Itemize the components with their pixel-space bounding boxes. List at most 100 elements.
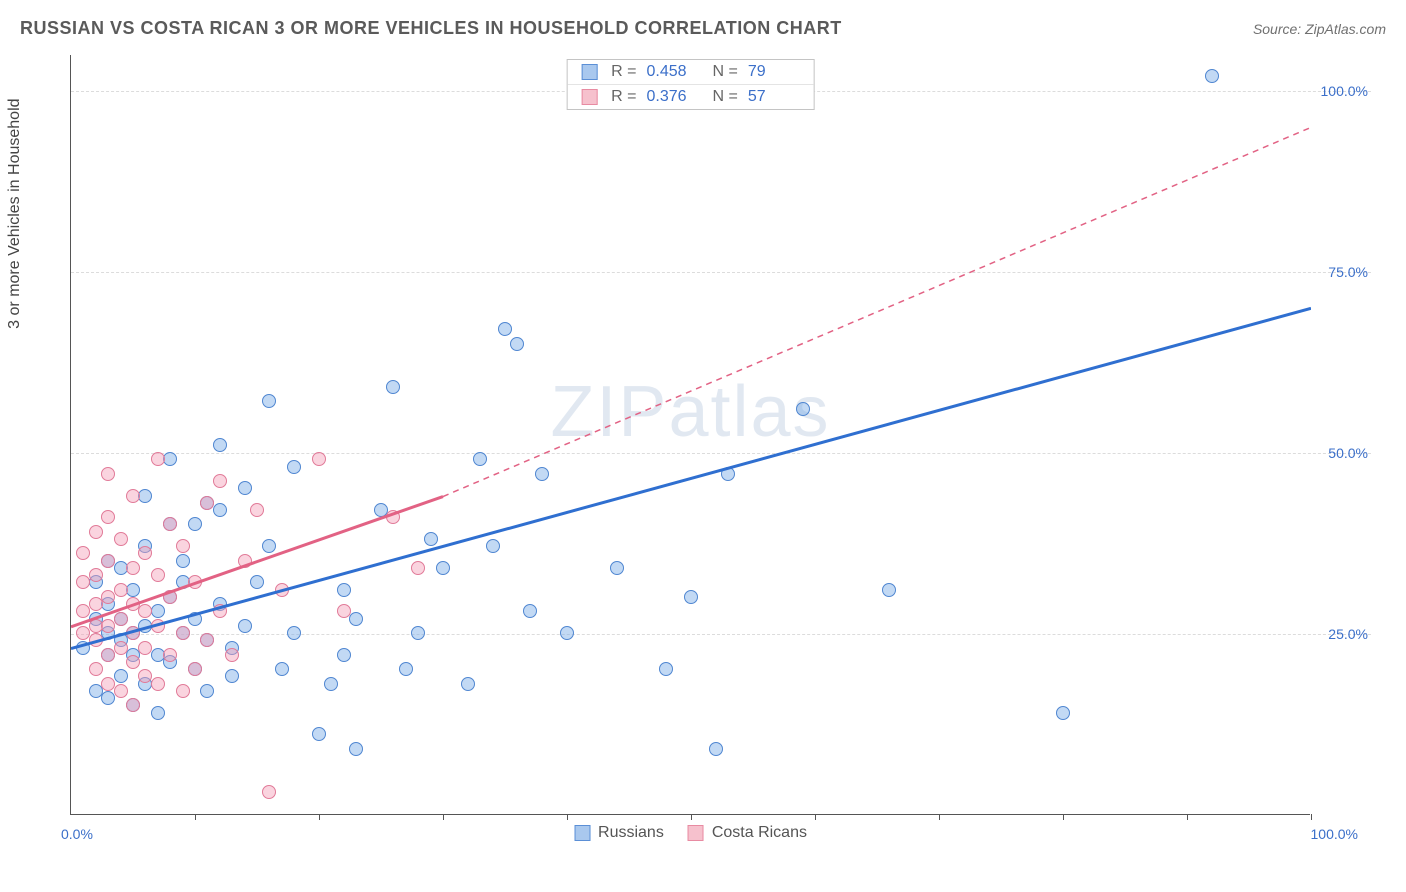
scatter-point	[436, 561, 450, 575]
scatter-point	[262, 539, 276, 553]
scatter-point	[213, 503, 227, 517]
x-tick	[939, 814, 940, 820]
gridline	[71, 634, 1371, 635]
scatter-point	[225, 648, 239, 662]
scatter-point	[151, 619, 165, 633]
scatter-point	[250, 503, 264, 517]
scatter-point	[126, 561, 140, 575]
scatter-point	[101, 467, 115, 481]
scatter-point	[163, 517, 177, 531]
n-value-costaricans: 57	[748, 88, 800, 106]
scatter-point	[126, 655, 140, 669]
scatter-point	[610, 561, 624, 575]
scatter-point	[287, 460, 301, 474]
scatter-point	[114, 532, 128, 546]
scatter-point	[386, 510, 400, 524]
scatter-point	[176, 554, 190, 568]
legend-swatch-blue-icon	[574, 825, 590, 841]
source-value: ZipAtlas.com	[1305, 21, 1386, 37]
scatter-point	[138, 546, 152, 560]
stats-row-costaricans: R = 0.376 N = 57	[567, 84, 814, 109]
scatter-point	[238, 619, 252, 633]
scatter-point	[138, 641, 152, 655]
scatter-point	[225, 669, 239, 683]
scatter-point	[163, 648, 177, 662]
scatter-point	[200, 496, 214, 510]
scatter-point	[176, 684, 190, 698]
y-tick-label: 75.0%	[1328, 264, 1368, 280]
scatter-point	[188, 517, 202, 531]
y-axis-title: 3 or more Vehicles in Household	[6, 98, 24, 328]
scatter-point	[89, 568, 103, 582]
x-tick	[443, 814, 444, 820]
n-label: N =	[713, 88, 738, 106]
gridline	[71, 453, 1371, 454]
scatter-point	[163, 452, 177, 466]
scatter-point	[424, 532, 438, 546]
y-tick-label: 100.0%	[1321, 83, 1368, 99]
scatter-point	[126, 698, 140, 712]
scatter-point	[510, 337, 524, 351]
scatter-point	[114, 583, 128, 597]
r-label: R =	[611, 63, 636, 81]
legend: Russians Costa Ricans	[574, 824, 807, 842]
scatter-point	[498, 322, 512, 336]
scatter-point	[262, 785, 276, 799]
scatter-point	[349, 742, 363, 756]
scatter-point	[560, 626, 574, 640]
scatter-point	[89, 662, 103, 676]
scatter-point	[337, 604, 351, 618]
scatter-point	[76, 546, 90, 560]
stats-row-russians: R = 0.458 N = 79	[567, 60, 814, 84]
r-value-russians: 0.458	[647, 63, 699, 81]
scatter-point	[200, 633, 214, 647]
scatter-point	[461, 677, 475, 691]
scatter-point	[535, 467, 549, 481]
r-label: R =	[611, 88, 636, 106]
scatter-point	[796, 402, 810, 416]
scatter-point	[709, 742, 723, 756]
source-attribution: Source: ZipAtlas.com	[1253, 21, 1386, 37]
scatter-point	[101, 510, 115, 524]
scatter-point	[213, 604, 227, 618]
scatter-plot: ZIPatlas R = 0.458 N = 79 R = 0.376 N = …	[70, 55, 1310, 815]
scatter-point	[337, 648, 351, 662]
swatch-pink-icon	[581, 89, 597, 105]
x-tick	[1063, 814, 1064, 820]
gridline	[71, 272, 1371, 273]
scatter-point	[324, 677, 338, 691]
n-label: N =	[713, 63, 738, 81]
scatter-point	[126, 626, 140, 640]
scatter-point	[238, 554, 252, 568]
scatter-point	[151, 452, 165, 466]
scatter-point	[1056, 706, 1070, 720]
legend-item-russians: Russians	[574, 824, 664, 842]
scatter-point	[275, 583, 289, 597]
scatter-point	[882, 583, 896, 597]
scatter-point	[312, 727, 326, 741]
scatter-point	[238, 481, 252, 495]
scatter-point	[151, 677, 165, 691]
scatter-point	[337, 583, 351, 597]
scatter-point	[684, 590, 698, 604]
x-tick	[195, 814, 196, 820]
scatter-point	[126, 583, 140, 597]
scatter-point	[188, 662, 202, 676]
scatter-point	[411, 561, 425, 575]
scatter-point	[89, 633, 103, 647]
swatch-blue-icon	[581, 64, 597, 80]
correlation-stats-box: R = 0.458 N = 79 R = 0.376 N = 57	[566, 59, 815, 110]
x-tick	[1187, 814, 1188, 820]
scatter-point	[126, 489, 140, 503]
scatter-point	[151, 706, 165, 720]
scatter-point	[312, 452, 326, 466]
regression-lines	[71, 55, 1311, 815]
x-axis-min-label: 0.0%	[61, 826, 93, 842]
scatter-point	[89, 525, 103, 539]
scatter-point	[114, 669, 128, 683]
watermark: ZIPatlas	[550, 371, 830, 453]
scatter-point	[473, 452, 487, 466]
legend-swatch-pink-icon	[688, 825, 704, 841]
scatter-point	[349, 612, 363, 626]
scatter-point	[386, 380, 400, 394]
